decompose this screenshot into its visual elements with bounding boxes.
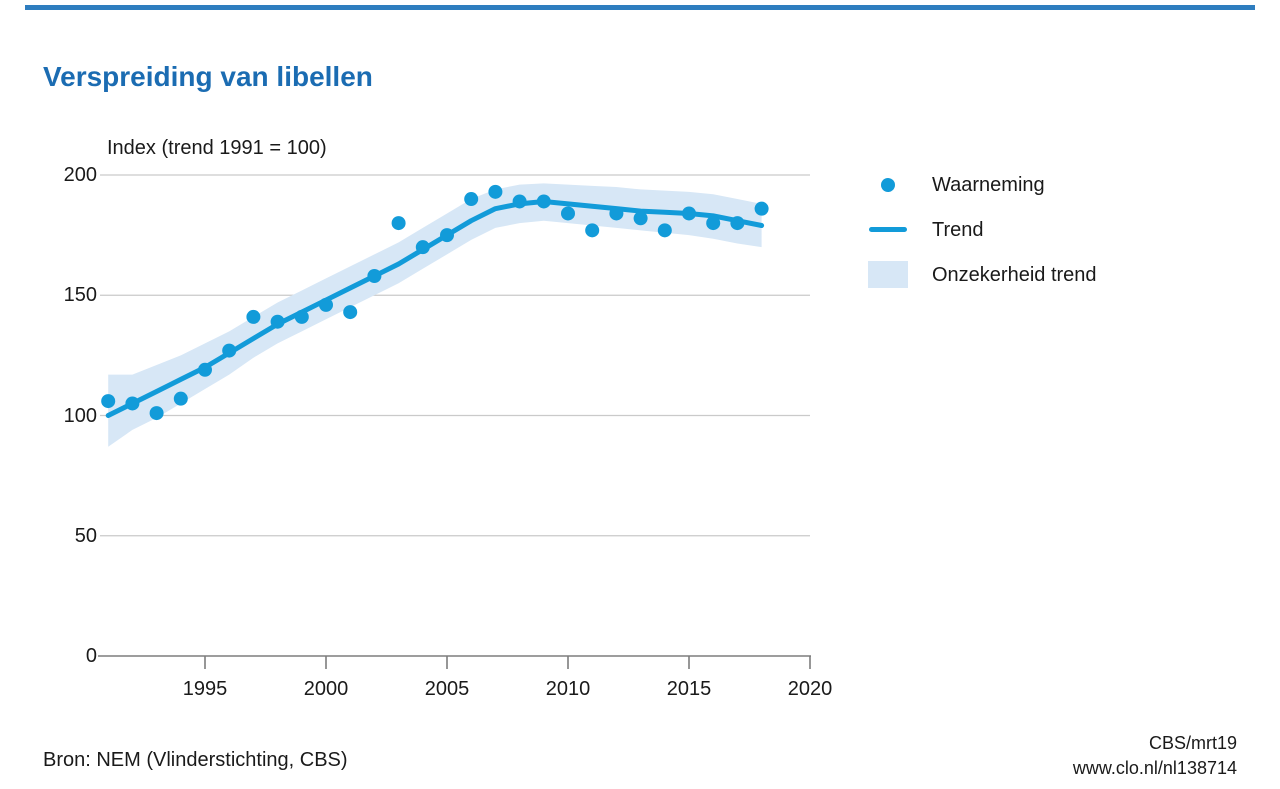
- x-tick-label: 1995: [182, 678, 228, 700]
- x-axis-tick-labels: 1995 2000 2005 2010 2015 2020: [0, 676, 1280, 706]
- trend-line-icon: [869, 227, 907, 232]
- y-tick-label: 100: [63, 404, 97, 427]
- credit-url: www.clo.nl/nl138714: [1072, 758, 1237, 778]
- uncertainty-band-icon: [868, 261, 908, 288]
- source-text: Bron: NEM (Vlinderstichting, CBS): [43, 749, 348, 771]
- x-tick-label: 2005: [424, 678, 470, 700]
- observation-dot-icon: [881, 177, 895, 192]
- credits: CBS/mrt19 www.clo.nl/nl138714: [1073, 731, 1237, 781]
- x-tick-label: 2020: [787, 678, 833, 700]
- y-tick-label: 0: [85, 645, 97, 667]
- y-tick-label: 200: [63, 164, 97, 186]
- y-tick-label: 50: [74, 524, 97, 547]
- y-axis-title: Index (trend 1991 = 100): [107, 137, 327, 159]
- page-title: Verspreiding van libellen: [43, 61, 373, 92]
- legend-item-trend: Trend: [868, 214, 1097, 245]
- x-tick-label: 2015: [666, 678, 712, 700]
- observation-dots: [101, 184, 769, 421]
- legend-label: Waarneming: [932, 173, 1045, 196]
- gridlines: [100, 174, 810, 537]
- chart-legend: Waarneming Trend Onzekerheid trend: [868, 169, 1097, 290]
- y-axis-tick-labels: 0 50 100 150 200: [0, 0, 100, 700]
- y-tick-label: 150: [63, 284, 97, 307]
- x-tick-label: 2010: [545, 678, 591, 700]
- x-axis: [98, 655, 811, 669]
- legend-item-waarneming: Waarneming: [868, 169, 1097, 200]
- credit-org: CBS/mrt19: [1148, 733, 1237, 753]
- top-accent-rule: [25, 5, 1255, 10]
- legend-item-onzekerheid: Onzekerheid trend: [868, 259, 1097, 290]
- x-tick-label: 2000: [303, 678, 349, 700]
- legend-label: Trend: [932, 218, 984, 241]
- legend-label: Onzekerheid trend: [932, 263, 1097, 286]
- trend-line: [105, 198, 765, 418]
- uncertainty-band: [108, 183, 762, 447]
